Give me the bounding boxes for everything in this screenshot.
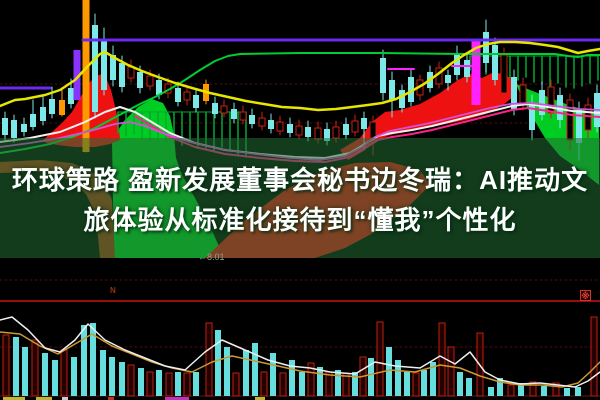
price-marker-label: ←8.01 [198,252,225,262]
news-headline-line1: 环球策路 盈新发展董事会秘书边冬瑞：AI推动文 [11,165,589,195]
news-flag-marker: N [110,286,116,295]
red-stamp-icon: ※ [580,290,591,301]
news-banner-overlay[interactable]: 环球策路 盈新发展董事会秘书边冬瑞：AI推动文 旅体验从标准化接待到“懂我”个性… [0,138,600,258]
horizontal-levels [0,38,600,90]
volume-panel [0,300,600,400]
news-headline-line2: 旅体验从标准化接待到“懂我”个性化 [83,205,517,235]
